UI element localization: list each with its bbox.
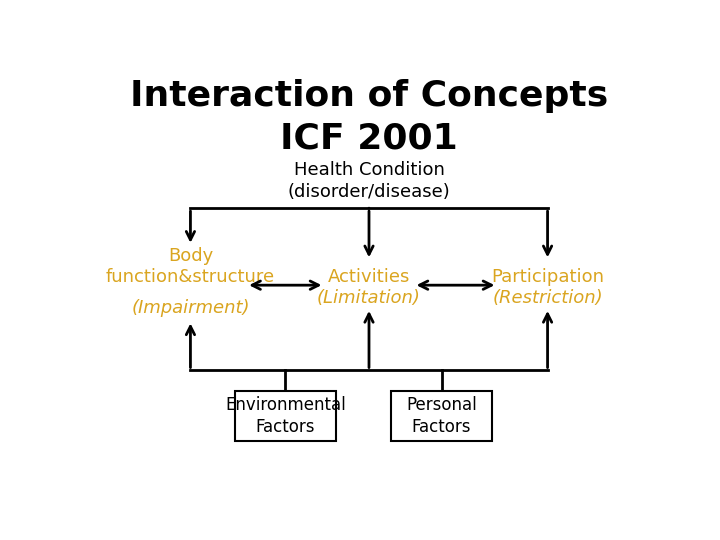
FancyBboxPatch shape [392, 391, 492, 441]
Text: (Restriction): (Restriction) [492, 289, 603, 307]
FancyBboxPatch shape [235, 391, 336, 441]
Text: (Impairment): (Impairment) [131, 299, 250, 317]
Text: Health Condition
(disorder/disease): Health Condition (disorder/disease) [287, 161, 451, 201]
Text: Participation: Participation [491, 268, 604, 286]
Text: Interaction of Concepts
ICF 2001: Interaction of Concepts ICF 2001 [130, 79, 608, 156]
Text: Environmental
Factors: Environmental Factors [225, 396, 346, 436]
Text: Body
function&structure: Body function&structure [106, 247, 275, 286]
Text: Activities: Activities [328, 268, 410, 286]
Text: (Limitation): (Limitation) [317, 289, 421, 307]
Text: Personal
Factors: Personal Factors [406, 396, 477, 436]
